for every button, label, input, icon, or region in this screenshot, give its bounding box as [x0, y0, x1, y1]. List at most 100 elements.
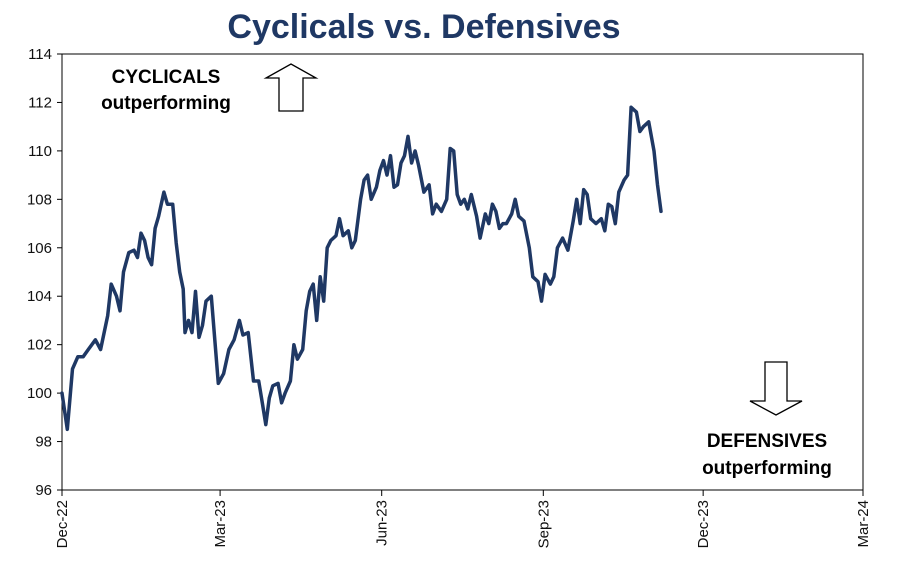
data-point [410, 162, 413, 165]
data-point [271, 384, 274, 387]
data-point [537, 280, 540, 283]
data-point [607, 203, 610, 206]
data-point [106, 314, 109, 317]
data-point [514, 198, 517, 201]
data-point [329, 239, 332, 242]
data-point [610, 205, 613, 208]
data-point [435, 203, 438, 206]
data-point [491, 203, 494, 206]
data-point [459, 203, 462, 206]
plot-area [61, 53, 864, 491]
data-point [268, 397, 271, 400]
data-point [556, 246, 559, 249]
data-point [119, 309, 122, 312]
data-point [549, 283, 552, 286]
data-point [99, 348, 102, 351]
data-point [386, 174, 389, 177]
data-point [445, 198, 448, 201]
data-point [257, 380, 260, 383]
data-point [440, 210, 443, 213]
data-point [417, 164, 420, 167]
data-point [566, 249, 569, 252]
data-point [247, 331, 250, 334]
data-point [150, 263, 153, 266]
data-point [572, 220, 575, 223]
data-point [166, 203, 169, 206]
data-point [133, 249, 136, 252]
data-point [178, 271, 181, 274]
data-point [154, 227, 157, 230]
data-point [540, 300, 543, 303]
y-tick-label: 96 [35, 482, 52, 499]
data-point [191, 331, 194, 334]
data-point [319, 275, 322, 278]
data-point [487, 222, 490, 225]
data-point [171, 203, 174, 206]
data-point [205, 300, 208, 303]
data-point [475, 215, 478, 218]
data-point [350, 246, 353, 249]
y-tick-label: 108 [27, 191, 52, 208]
data-point [110, 283, 113, 286]
data-point [277, 382, 280, 385]
data-point [623, 179, 626, 182]
up-arrow-icon [263, 63, 319, 112]
y-tick-label: 114 [28, 46, 52, 63]
data-point [603, 229, 606, 232]
data-point [561, 237, 564, 240]
data-point [305, 309, 308, 312]
data-point [61, 392, 64, 395]
data-point [227, 348, 230, 351]
data-point [647, 120, 650, 123]
data-point [198, 336, 201, 339]
data-point [280, 401, 283, 404]
x-tick-label: Dec-22 [54, 500, 71, 548]
data-point [233, 338, 236, 341]
chart-title: Cyclicals vs. Defensives [227, 8, 620, 46]
data-point [382, 159, 385, 162]
data-point [175, 241, 178, 244]
data-point [143, 239, 146, 242]
y-tick-label: 106 [27, 240, 52, 257]
data-point [638, 130, 641, 133]
data-point [292, 343, 295, 346]
data-point [582, 188, 585, 191]
data-point [528, 246, 531, 249]
data-point [517, 215, 520, 218]
data-point [431, 212, 434, 215]
data-point [312, 283, 315, 286]
data-point [284, 392, 287, 395]
data-point [523, 220, 526, 223]
data-point [76, 355, 79, 358]
data-point [366, 174, 369, 177]
data-point [630, 106, 633, 109]
data-point [238, 319, 241, 322]
annotation-defensives-line1: DEFENSIVES [707, 431, 827, 452]
data-point [184, 331, 187, 334]
data-point [347, 229, 350, 232]
series-line [60, 105, 663, 432]
data-point [575, 198, 578, 201]
data-point [187, 319, 190, 322]
data-point [428, 183, 431, 186]
data-point [393, 186, 396, 189]
data-point [656, 183, 659, 186]
data-point [470, 193, 473, 196]
annotation-cyclicals-line1: CYCLICALS [112, 67, 221, 88]
data-point [403, 154, 406, 157]
x-tick-label: Mar-23 [212, 500, 229, 548]
data-point [400, 162, 403, 165]
data-point [213, 338, 216, 341]
data-point [252, 380, 255, 383]
data-point [87, 348, 90, 351]
data-point [342, 234, 345, 237]
series-points [61, 106, 663, 431]
data-point [326, 246, 329, 249]
data-point [217, 382, 220, 385]
x-tick-label: Jun-23 [374, 500, 391, 546]
data-point [71, 367, 74, 370]
data-point [552, 275, 555, 278]
data-point [315, 319, 318, 322]
data-point [505, 222, 508, 225]
